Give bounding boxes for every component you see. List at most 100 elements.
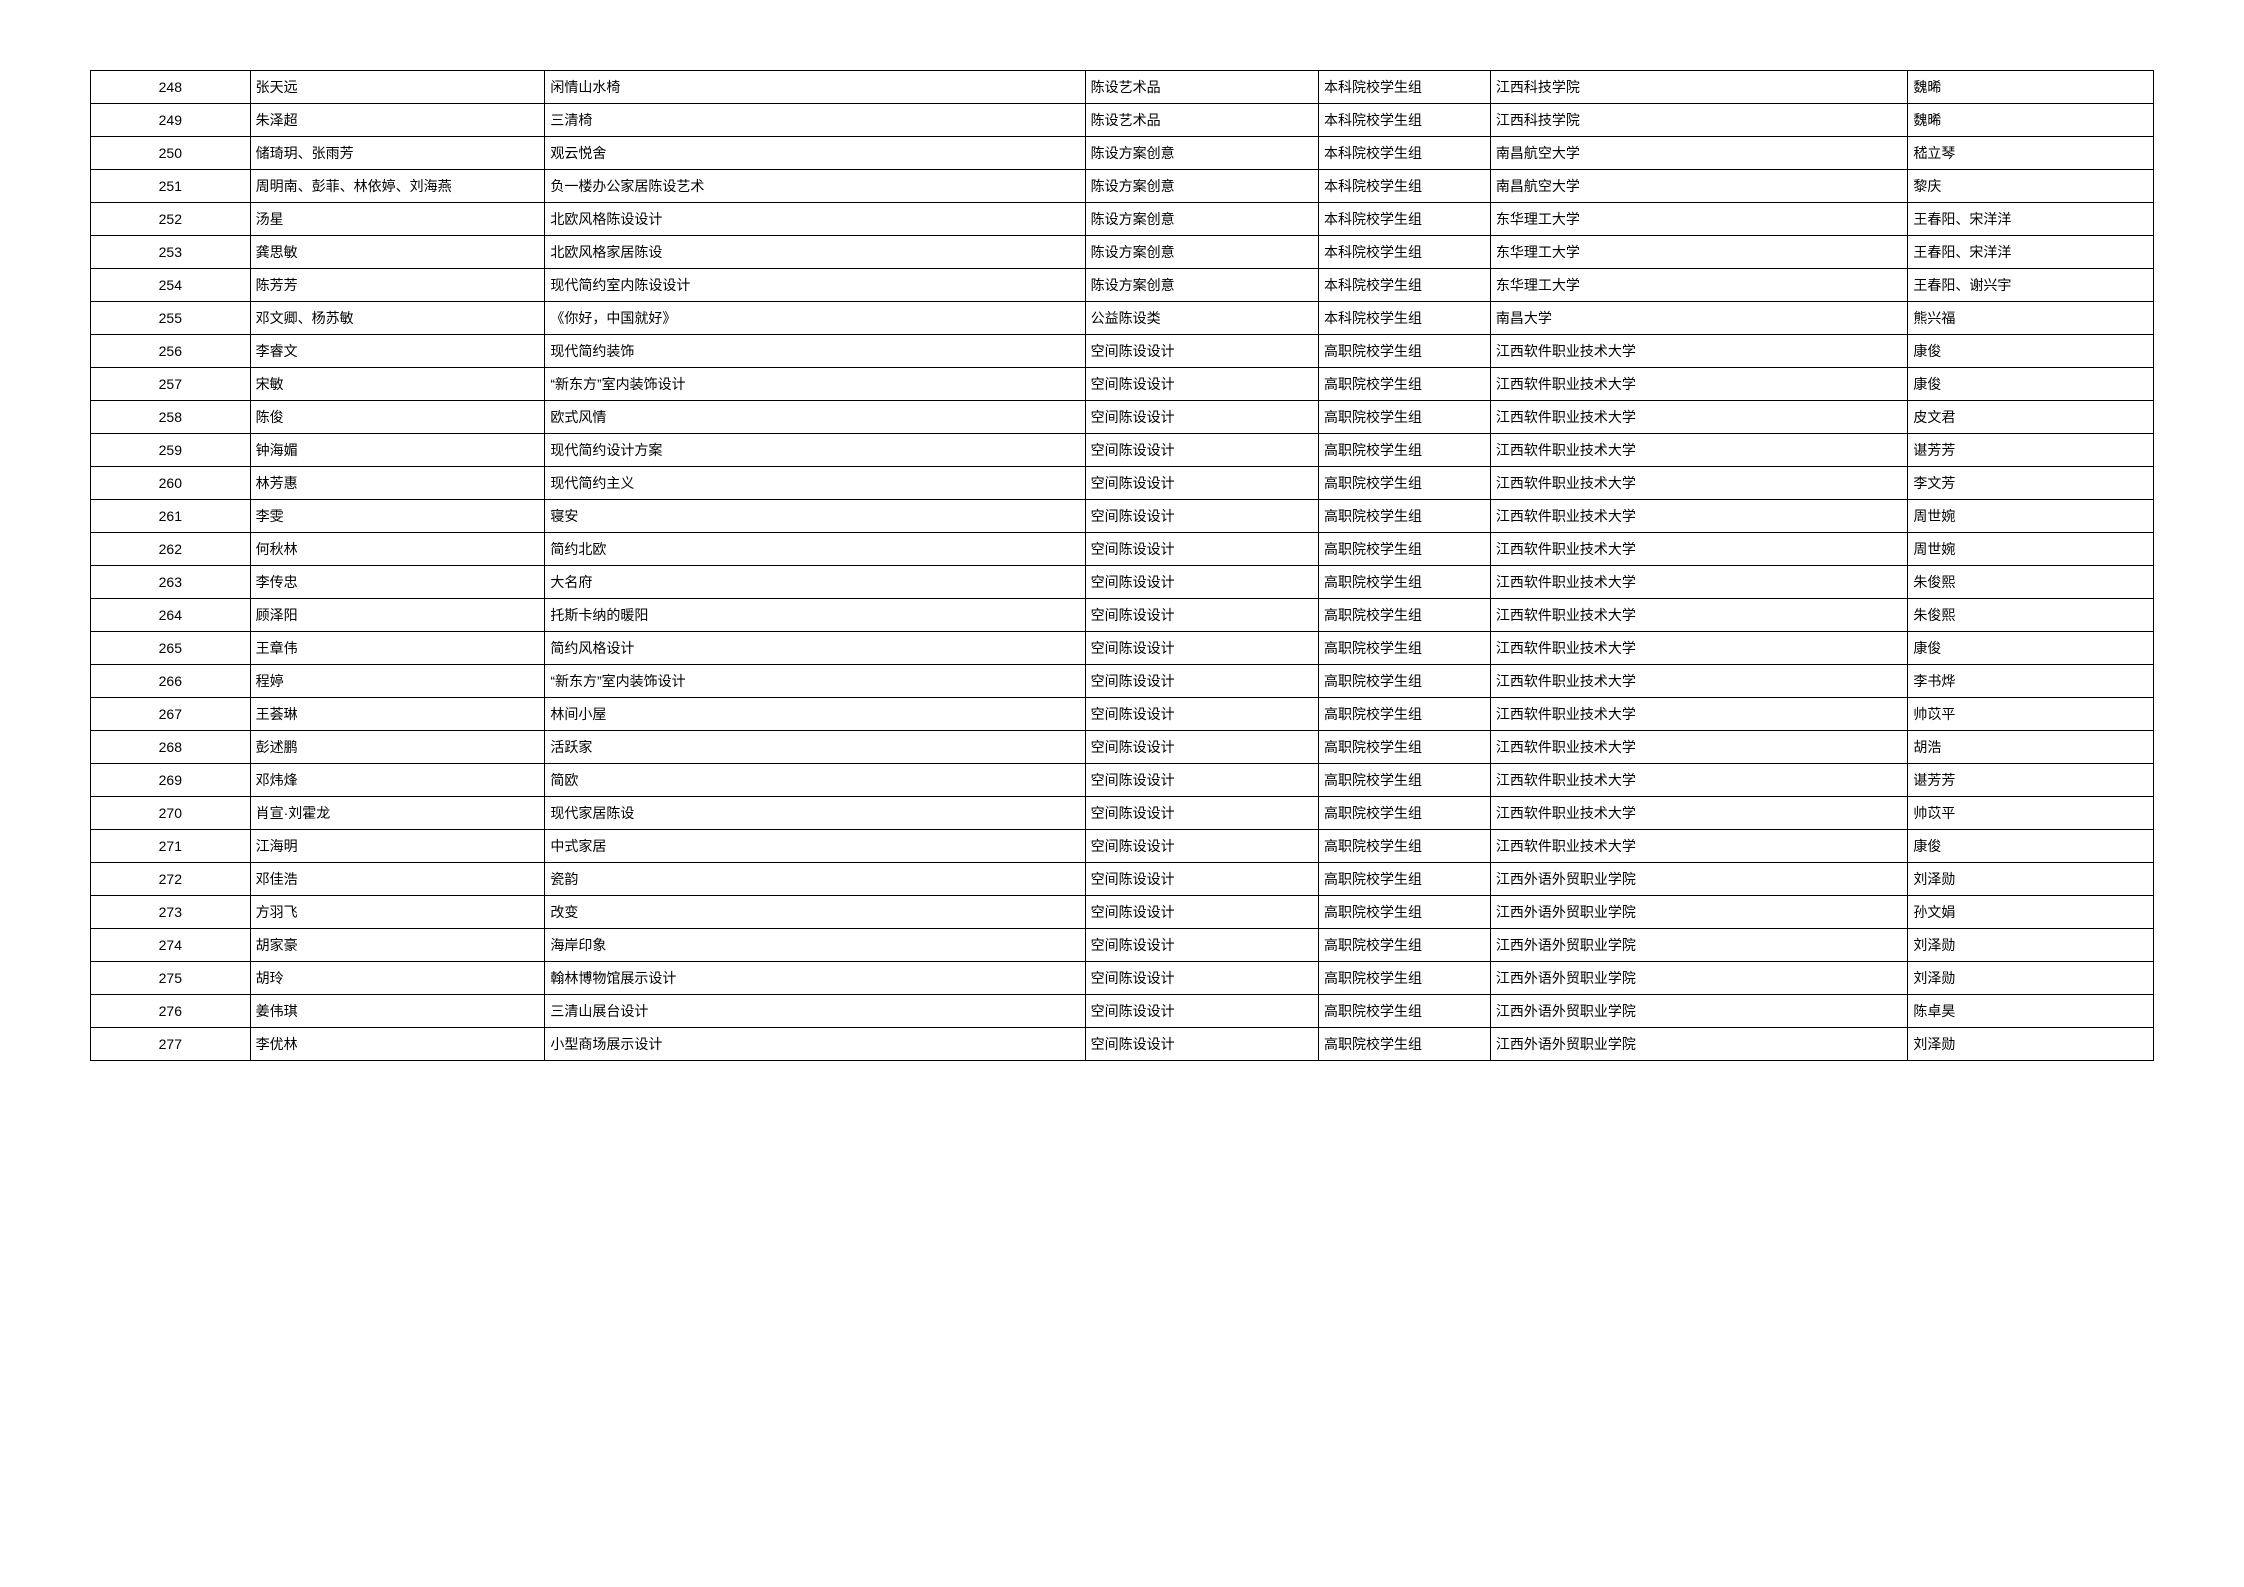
cell-category: 陈设方案创意	[1085, 137, 1318, 170]
table-row: 262何秋林简约北欧空间陈设设计高职院校学生组江西软件职业技术大学周世婉	[91, 533, 2154, 566]
cell-advisor: 康俊	[1908, 830, 2154, 863]
cell-project: 现代家居陈设	[545, 797, 1085, 830]
cell-school: 东华理工大学	[1490, 269, 1908, 302]
data-table: 248张天远闲情山水椅陈设艺术品本科院校学生组江西科技学院魏晞249朱泽超三清椅…	[90, 70, 2154, 1061]
cell-category: 空间陈设设计	[1085, 467, 1318, 500]
cell-group: 本科院校学生组	[1318, 302, 1490, 335]
cell-group: 高职院校学生组	[1318, 368, 1490, 401]
cell-project: 寝安	[545, 500, 1085, 533]
cell-num: 264	[91, 599, 251, 632]
cell-project: 托斯卡纳的暖阳	[545, 599, 1085, 632]
cell-school: 江西软件职业技术大学	[1490, 665, 1908, 698]
cell-num: 256	[91, 335, 251, 368]
cell-group: 本科院校学生组	[1318, 203, 1490, 236]
cell-name: 李优林	[250, 1028, 545, 1061]
cell-category: 空间陈设设计	[1085, 434, 1318, 467]
cell-category: 空间陈设设计	[1085, 962, 1318, 995]
table-row: 268彭述鹏活跃家空间陈设设计高职院校学生组江西软件职业技术大学胡浩	[91, 731, 2154, 764]
cell-advisor: 刘泽勋	[1908, 929, 2154, 962]
table-row: 269邓炜烽简欧空间陈设设计高职院校学生组江西软件职业技术大学谌芳芳	[91, 764, 2154, 797]
cell-category: 空间陈设设计	[1085, 401, 1318, 434]
cell-advisor: 康俊	[1908, 632, 2154, 665]
cell-num: 273	[91, 896, 251, 929]
cell-num: 249	[91, 104, 251, 137]
table-row: 265王章伟简约风格设计空间陈设设计高职院校学生组江西软件职业技术大学康俊	[91, 632, 2154, 665]
table-row: 258陈俊欧式风情空间陈设设计高职院校学生组江西软件职业技术大学皮文君	[91, 401, 2154, 434]
cell-advisor: 刘泽勋	[1908, 1028, 2154, 1061]
table-row: 270肖宣·刘霍龙现代家居陈设空间陈设设计高职院校学生组江西软件职业技术大学帅苡…	[91, 797, 2154, 830]
cell-project: 简欧	[545, 764, 1085, 797]
cell-school: 江西外语外贸职业学院	[1490, 995, 1908, 1028]
cell-advisor: 王春阳、宋洋洋	[1908, 203, 2154, 236]
table-body: 248张天远闲情山水椅陈设艺术品本科院校学生组江西科技学院魏晞249朱泽超三清椅…	[91, 71, 2154, 1061]
cell-project: 现代简约装饰	[545, 335, 1085, 368]
cell-advisor: 帅苡平	[1908, 797, 2154, 830]
cell-group: 本科院校学生组	[1318, 236, 1490, 269]
cell-group: 高职院校学生组	[1318, 467, 1490, 500]
cell-school: 江西科技学院	[1490, 104, 1908, 137]
cell-school: 南昌航空大学	[1490, 170, 1908, 203]
cell-category: 空间陈设设计	[1085, 764, 1318, 797]
cell-category: 空间陈设设计	[1085, 599, 1318, 632]
cell-group: 高职院校学生组	[1318, 962, 1490, 995]
cell-project: 小型商场展示设计	[545, 1028, 1085, 1061]
cell-name: 何秋林	[250, 533, 545, 566]
cell-num: 254	[91, 269, 251, 302]
cell-advisor: 帅苡平	[1908, 698, 2154, 731]
cell-advisor: 康俊	[1908, 368, 2154, 401]
cell-name: 方羽飞	[250, 896, 545, 929]
table-row: 254陈芳芳现代简约室内陈设设计陈设方案创意本科院校学生组东华理工大学王春阳、谢…	[91, 269, 2154, 302]
cell-group: 高职院校学生组	[1318, 566, 1490, 599]
cell-advisor: 康俊	[1908, 335, 2154, 368]
cell-project: 负一楼办公家居陈设艺术	[545, 170, 1085, 203]
cell-project: 《你好，中国就好》	[545, 302, 1085, 335]
cell-category: 空间陈设设计	[1085, 731, 1318, 764]
cell-advisor: 谌芳芳	[1908, 764, 2154, 797]
cell-num: 258	[91, 401, 251, 434]
cell-group: 高职院校学生组	[1318, 434, 1490, 467]
cell-group: 高职院校学生组	[1318, 599, 1490, 632]
cell-project: 北欧风格陈设设计	[545, 203, 1085, 236]
cell-school: 江西软件职业技术大学	[1490, 368, 1908, 401]
cell-advisor: 周世婉	[1908, 500, 2154, 533]
cell-num: 268	[91, 731, 251, 764]
cell-group: 本科院校学生组	[1318, 104, 1490, 137]
cell-name: 李睿文	[250, 335, 545, 368]
cell-school: 江西软件职业技术大学	[1490, 632, 1908, 665]
cell-school: 江西软件职业技术大学	[1490, 698, 1908, 731]
cell-category: 空间陈设设计	[1085, 995, 1318, 1028]
cell-category: 空间陈设设计	[1085, 566, 1318, 599]
cell-advisor: 皮文君	[1908, 401, 2154, 434]
cell-school: 江西外语外贸职业学院	[1490, 1028, 1908, 1061]
cell-school: 江西软件职业技术大学	[1490, 764, 1908, 797]
table-row: 248张天远闲情山水椅陈设艺术品本科院校学生组江西科技学院魏晞	[91, 71, 2154, 104]
cell-school: 江西软件职业技术大学	[1490, 830, 1908, 863]
cell-name: 储琦玥、张雨芳	[250, 137, 545, 170]
table-row: 249朱泽超三清椅陈设艺术品本科院校学生组江西科技学院魏晞	[91, 104, 2154, 137]
cell-category: 陈设方案创意	[1085, 236, 1318, 269]
cell-category: 空间陈设设计	[1085, 665, 1318, 698]
cell-group: 高职院校学生组	[1318, 665, 1490, 698]
cell-num: 263	[91, 566, 251, 599]
table-row: 266程婷“新东方”室内装饰设计空间陈设设计高职院校学生组江西软件职业技术大学李…	[91, 665, 2154, 698]
cell-group: 高职院校学生组	[1318, 995, 1490, 1028]
cell-group: 高职院校学生组	[1318, 830, 1490, 863]
cell-project: “新东方”室内装饰设计	[545, 368, 1085, 401]
cell-category: 空间陈设设计	[1085, 896, 1318, 929]
cell-group: 高职院校学生组	[1318, 632, 1490, 665]
cell-project: “新东方”室内装饰设计	[545, 665, 1085, 698]
cell-category: 空间陈设设计	[1085, 830, 1318, 863]
cell-school: 江西外语外贸职业学院	[1490, 896, 1908, 929]
table-row: 251周明南、彭菲、林依婷、刘海燕负一楼办公家居陈设艺术陈设方案创意本科院校学生…	[91, 170, 2154, 203]
cell-name: 周明南、彭菲、林依婷、刘海燕	[250, 170, 545, 203]
table-row: 261李雯寝安空间陈设设计高职院校学生组江西软件职业技术大学周世婉	[91, 500, 2154, 533]
cell-school: 江西软件职业技术大学	[1490, 533, 1908, 566]
cell-category: 陈设艺术品	[1085, 71, 1318, 104]
cell-school: 江西软件职业技术大学	[1490, 731, 1908, 764]
cell-category: 陈设艺术品	[1085, 104, 1318, 137]
cell-project: 欧式风情	[545, 401, 1085, 434]
cell-advisor: 朱俊熙	[1908, 599, 2154, 632]
cell-num: 270	[91, 797, 251, 830]
cell-num: 257	[91, 368, 251, 401]
cell-project: 现代简约主义	[545, 467, 1085, 500]
